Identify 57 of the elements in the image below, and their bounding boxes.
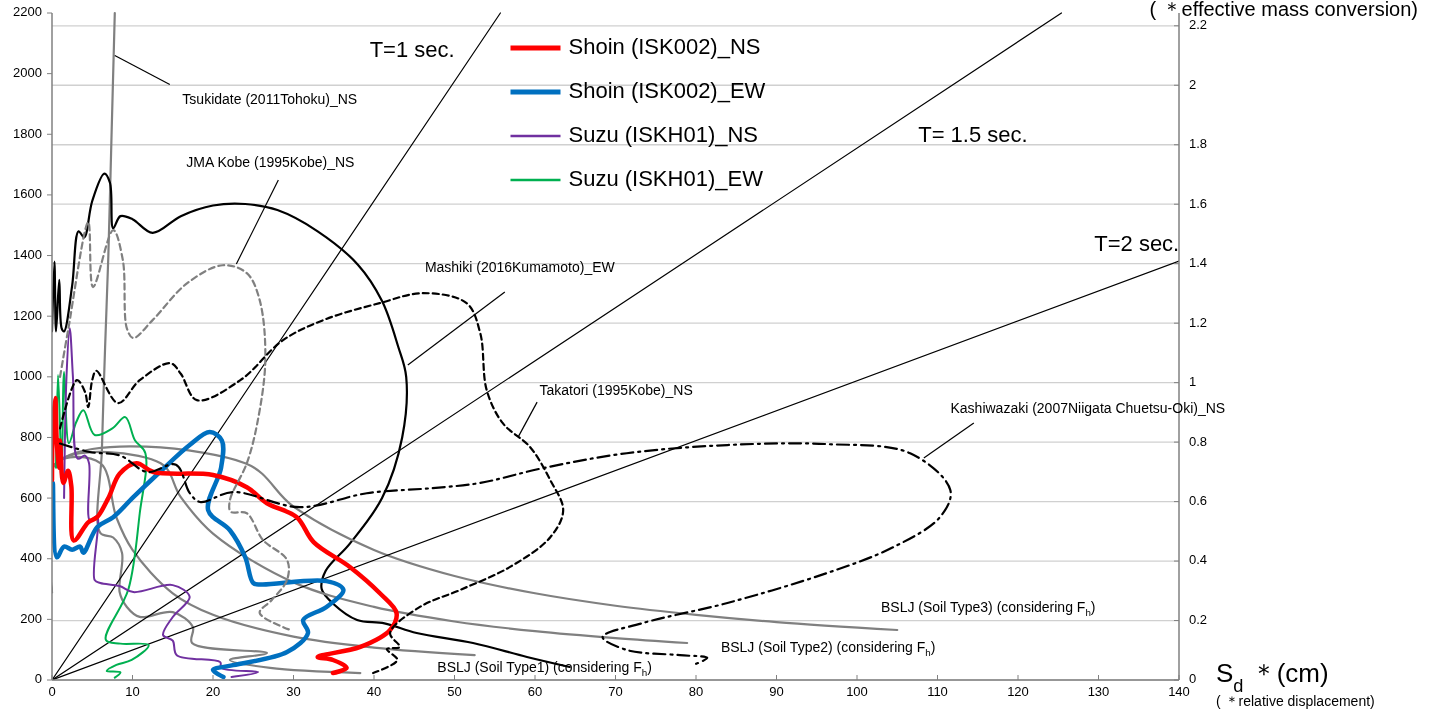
legend-label: Suzu (ISKH01)_NS	[568, 121, 759, 147]
y2-tick-label: 0.8	[1189, 433, 1208, 449]
y2-tick-label: 1.6	[1189, 195, 1208, 211]
annotation: T=1 sec.	[369, 36, 455, 62]
x-tick-label: 40	[366, 684, 382, 699]
annotation: BSLJ (Soil Type1) (considering F$_{h}$)	[437, 658, 652, 679]
x-axis-title: S$_{d}$ ＊(cm)	[1216, 658, 1329, 696]
annotation: BSLJ (Soil Type3) (considering F$_{h}$)	[880, 598, 1096, 619]
y-tick-label: 1200	[13, 307, 42, 323]
y2-axis-title: ( ＊effective mass conversion)	[1149, 0, 1418, 20]
x-tick-label: 10	[125, 684, 140, 699]
x-tick-label: 80	[688, 684, 704, 699]
y2-tick-label: 2.2	[1189, 17, 1208, 33]
y2-tick-label: 1.8	[1189, 136, 1208, 152]
y-tick-label: 800	[20, 428, 42, 444]
x-tick-label: 110	[927, 684, 948, 699]
y2-tick-label: 1.2	[1189, 314, 1208, 330]
y-tick-label: 2000	[13, 65, 42, 81]
annotation: Tsukidate (2011Tohoku)_NS	[182, 91, 358, 108]
annotation: BSLJ (Soil Type2) (considering F$_{h}$)	[720, 638, 936, 659]
y2-tick-label: 1.4	[1189, 255, 1208, 271]
annotation: Kashiwazaki (2007Niigata Chuetsu-Oki)_NS	[950, 399, 1226, 416]
annotation: JMA Kobe (1995Kobe)_NS	[186, 153, 355, 170]
y-tick-label: 400	[20, 550, 42, 566]
x-tick-label: 30	[286, 684, 301, 699]
x-tick-label: 70	[608, 684, 623, 699]
x-tick-label: 60	[527, 684, 543, 699]
y-tick-label: 1800	[13, 125, 42, 141]
x-tick-label: 130	[1087, 684, 1110, 699]
y-tick-label: 0	[34, 671, 42, 687]
x-tick-label: 0	[48, 684, 56, 699]
legend-label: Shoin (ISK002)_NS	[568, 33, 761, 59]
y2-tick-label: 0.2	[1189, 611, 1208, 627]
y-tick-label: 1600	[13, 186, 42, 202]
y-tick-label: 600	[20, 489, 42, 505]
x-tick-label: 50	[447, 684, 462, 699]
annotation: Mashiki (2016Kumamoto)_EW	[424, 258, 616, 275]
y2-tick-label: 0.4	[1189, 552, 1208, 568]
x-tick-label: 100	[846, 684, 868, 699]
y2-tick-label: 0.6	[1189, 493, 1208, 509]
y-tick-label: 1000	[13, 368, 42, 384]
annotation: T= 1.5 sec.	[918, 122, 1028, 148]
y2-tick-label: 2	[1189, 76, 1197, 92]
text: ( ＊relative displacement)	[1216, 693, 1375, 709]
y-tick-label: 1400	[13, 246, 42, 262]
y-tick-label: 200	[20, 610, 42, 626]
x-tick-label: 140	[1168, 684, 1190, 699]
x-tick-label: 20	[205, 684, 221, 699]
annotation: Takatori (1995Kobe)_NS	[539, 381, 693, 398]
legend-label: Shoin (ISK002)_EW	[568, 77, 766, 103]
y2-tick-label: 0	[1189, 671, 1197, 687]
x-tick-label: 90	[769, 684, 784, 699]
y-tick-label: 2200	[13, 4, 42, 20]
legend-label: Suzu (ISKH01)_EW	[568, 165, 764, 191]
x-tick-label: 120	[1007, 684, 1029, 699]
annotation: T=2 sec.	[1094, 230, 1180, 256]
y2-tick-label: 1	[1189, 374, 1197, 390]
